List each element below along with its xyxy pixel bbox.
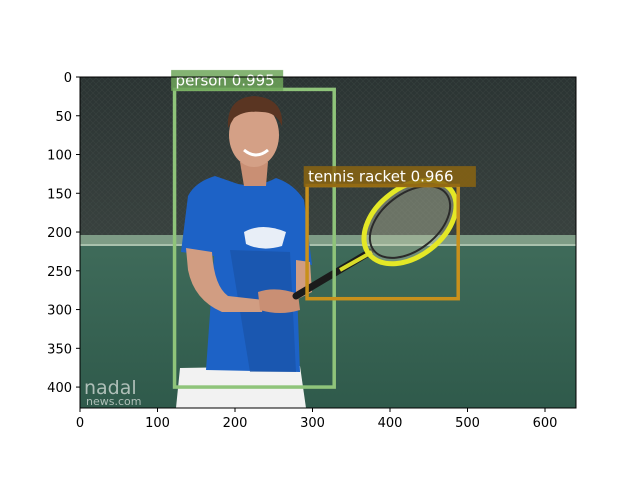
y-tick-label: 0 bbox=[64, 71, 72, 86]
x-tick-label: 500 bbox=[455, 416, 480, 431]
x-tick-label: 0 bbox=[76, 416, 84, 431]
x-tick-label: 300 bbox=[300, 416, 325, 431]
player-left-arm bbox=[186, 248, 264, 312]
watermark-newscom: news.com bbox=[86, 395, 141, 408]
tennis-racket bbox=[292, 177, 459, 300]
x-axis: 0 100 200 300 400 500 600 bbox=[76, 408, 558, 431]
player-smile bbox=[243, 148, 269, 157]
y-tick-label: 250 bbox=[47, 265, 72, 280]
court-wall-green bbox=[80, 242, 576, 408]
person-detection-label: person 0.995 bbox=[176, 71, 275, 89]
y-tick-label: 100 bbox=[47, 149, 72, 164]
player-neck bbox=[240, 162, 268, 186]
player-hands bbox=[258, 289, 300, 313]
y-tick-label: 150 bbox=[47, 187, 72, 202]
y-axis: 0 50 100 150 200 250 300 350 400 bbox=[47, 71, 80, 396]
y-tick-label: 200 bbox=[47, 226, 72, 241]
watermark-nadal: nadal bbox=[84, 377, 137, 399]
y-tick-label: 400 bbox=[47, 381, 72, 396]
shirt-logo bbox=[244, 227, 286, 249]
net-top-band bbox=[80, 235, 576, 244]
y-tick-label: 50 bbox=[55, 110, 72, 125]
y-tick-label: 350 bbox=[47, 342, 72, 357]
photo: nadal news.com bbox=[80, 77, 576, 408]
fence-mesh bbox=[80, 77, 576, 242]
x-tick-label: 400 bbox=[378, 416, 403, 431]
person-label-background bbox=[171, 69, 284, 91]
shirt-shade bbox=[230, 250, 296, 372]
x-tick-label: 200 bbox=[223, 416, 248, 431]
axes-frame bbox=[79, 76, 577, 409]
player-hair bbox=[227, 96, 283, 128]
y-tick-label: 300 bbox=[47, 304, 72, 319]
racket-frame bbox=[361, 177, 459, 267]
x-tick-label: 600 bbox=[533, 416, 558, 431]
net-line bbox=[80, 244, 576, 246]
racket-frame-inner bbox=[368, 185, 452, 259]
x-tick-label: 100 bbox=[145, 416, 170, 431]
tennis-racket-label-background bbox=[303, 166, 476, 188]
tennis-racket-detection-label: tennis racket 0.966 bbox=[308, 168, 453, 186]
detections: person 0.995 tennis racket 0.966 bbox=[171, 69, 476, 389]
